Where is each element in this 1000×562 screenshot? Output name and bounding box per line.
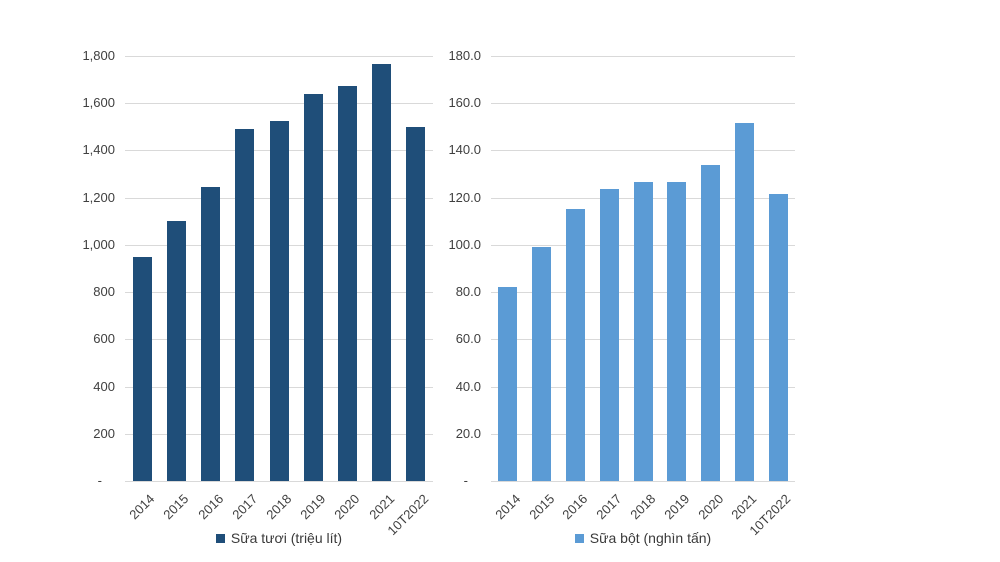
gridline — [491, 481, 795, 482]
x-axis-tick-label: 2021 — [728, 491, 760, 523]
y-axis-tick-label: 800 — [93, 284, 115, 299]
bar-2015 — [167, 221, 186, 481]
y-axis-tick-label: 160.0 — [448, 95, 481, 110]
x-axis-tick-label: 2019 — [661, 491, 693, 523]
x-axis-tick-label: 2018 — [263, 491, 295, 523]
y-axis-tick-label: 180.0 — [448, 48, 481, 63]
gridline — [491, 292, 795, 293]
bar-2015 — [532, 247, 551, 481]
gridline — [125, 292, 433, 293]
y-axis-tick-label: 60.0 — [455, 331, 481, 346]
gridline — [125, 198, 433, 199]
x-axis-tick-label: 10T2022 — [746, 491, 794, 539]
gridline — [125, 481, 433, 482]
y-axis-tick-label: - — [463, 473, 468, 488]
gridline — [491, 339, 795, 340]
gridline — [491, 56, 795, 57]
bar-2019 — [667, 182, 686, 481]
x-axis-tick-label: 2021 — [366, 491, 398, 523]
legend: Sữa tươi (triệu lít) — [125, 530, 433, 546]
gridline — [125, 387, 433, 388]
x-axis-tick-label: 2020 — [331, 491, 363, 523]
gridline — [125, 56, 433, 57]
x-axis-tick-label: 2017 — [593, 491, 625, 523]
y-axis-tick-label: - — [97, 473, 102, 488]
bar-10T2022 — [769, 194, 788, 481]
y-axis-tick-label: 80.0 — [455, 284, 481, 299]
x-axis-tick-label: 10T2022 — [384, 491, 432, 539]
bar-2019 — [304, 94, 323, 481]
bar-2017 — [600, 189, 619, 481]
x-axis-tick-label: 2016 — [195, 491, 227, 523]
bar-2014 — [133, 257, 152, 481]
bar-10T2022 — [406, 127, 425, 481]
y-axis-tick-label: 100.0 — [448, 237, 481, 252]
y-axis-tick-label: 1,000 — [82, 237, 115, 252]
y-axis-tick-label: 40.0 — [455, 379, 481, 394]
legend-label: Sữa tươi (triệu lít) — [230, 530, 343, 546]
bar-2021 — [735, 123, 754, 481]
bar-2018 — [634, 182, 653, 481]
x-axis-tick-label: 2014 — [492, 491, 524, 523]
bar-2018 — [270, 121, 289, 481]
gridline — [125, 245, 433, 246]
y-axis-tick-label: 1,400 — [82, 142, 115, 157]
gridline — [491, 387, 795, 388]
y-axis-tick-label: 1,200 — [82, 190, 115, 205]
bar-2017 — [235, 129, 254, 481]
gridline — [491, 245, 795, 246]
gridline — [491, 150, 795, 151]
bar-2014 — [498, 287, 517, 481]
gridline — [125, 434, 433, 435]
gridline — [125, 150, 433, 151]
bar-2021 — [372, 64, 391, 481]
y-axis-tick-label: 1,800 — [82, 48, 115, 63]
x-axis-tick-label: 2018 — [627, 491, 659, 523]
x-axis-tick-label: 2020 — [695, 491, 727, 523]
gridline — [125, 103, 433, 104]
bar-2016 — [201, 187, 220, 481]
y-axis-tick-label: 200 — [93, 426, 115, 441]
legend-swatch-icon — [574, 533, 584, 543]
y-axis-tick-label: 140.0 — [448, 142, 481, 157]
x-axis-tick-label: 2017 — [229, 491, 261, 523]
x-axis-tick-label: 2015 — [160, 491, 192, 523]
gridline — [491, 198, 795, 199]
y-axis-tick-label: 20.0 — [455, 426, 481, 441]
bar-2016 — [566, 209, 585, 481]
legend-swatch-icon — [215, 533, 225, 543]
bar-2020 — [701, 165, 720, 481]
y-axis-tick-label: 600 — [93, 331, 115, 346]
x-axis-tick-label: 2016 — [559, 491, 591, 523]
y-axis-tick-label: 400 — [93, 379, 115, 394]
y-axis-tick-label: 120.0 — [448, 190, 481, 205]
x-axis-tick-label: 2015 — [526, 491, 558, 523]
bar-2020 — [338, 86, 357, 481]
x-axis-tick-label: 2019 — [297, 491, 329, 523]
legend-label: Sữa bột (nghìn tấn) — [589, 530, 712, 546]
gridline — [491, 103, 795, 104]
legend: Sữa bột (nghìn tấn) — [491, 530, 795, 546]
y-axis-tick-label: 1,600 — [82, 95, 115, 110]
gridline — [491, 434, 795, 435]
x-axis-tick-label: 2014 — [126, 491, 158, 523]
gridline — [125, 339, 433, 340]
